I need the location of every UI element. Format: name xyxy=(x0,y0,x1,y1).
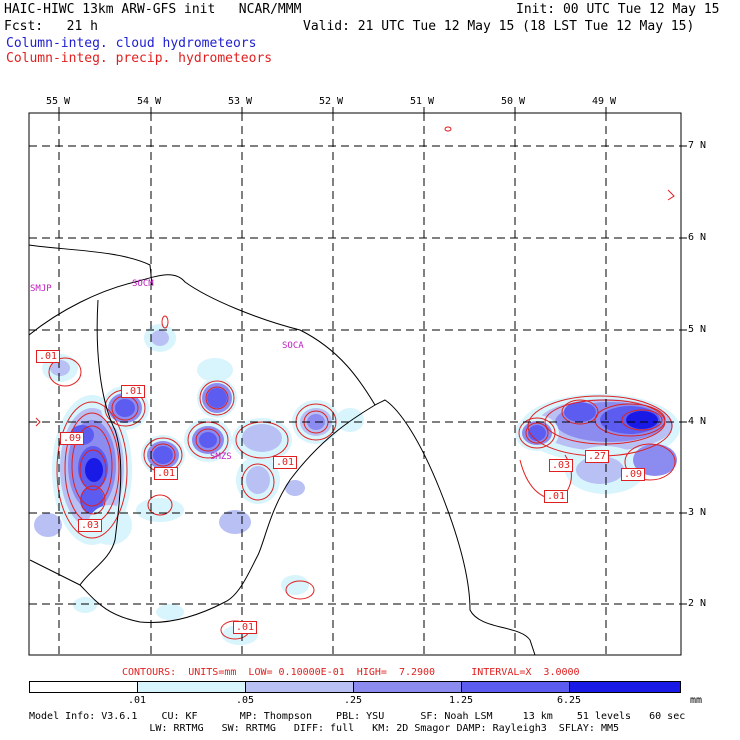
contour-label: .01 xyxy=(273,456,298,469)
colorbar-label: .01 xyxy=(128,695,147,706)
lon-label-52w: 52 W xyxy=(319,96,344,107)
lon-label-49w: 49 W xyxy=(592,96,617,107)
lat-label-2n: 2 N xyxy=(688,598,707,609)
contour-label: .09 xyxy=(621,468,646,481)
colorbar-bin-5 xyxy=(461,681,570,693)
contour-label: .03 xyxy=(78,519,103,532)
contour-label: .01 xyxy=(544,490,569,503)
precip-field-title: Column-integ. precip. hydrometeors xyxy=(6,51,273,66)
contour-label: .09 xyxy=(60,432,85,445)
colorbar-label: 1.25 xyxy=(449,695,474,706)
lat-label-4n: 4 N xyxy=(688,416,707,427)
lat-label-7n: 7 N xyxy=(688,140,707,151)
station-smzs: SMZS xyxy=(210,452,232,462)
lon-label-55w: 55 W xyxy=(46,96,71,107)
station-smjp: SMJP xyxy=(30,284,52,294)
model-info-line1: Model Info: V3.6.1 CU: KF MP: Thompson P… xyxy=(29,711,686,722)
header-forecast: Fcst: 21 h xyxy=(4,19,98,34)
colorbar-bin-6 xyxy=(569,681,681,693)
header-init: Init: 00 UTC Tue 12 May 15 xyxy=(516,2,720,17)
header-title: HAIC-HIWC 13km ARW-GFS init NCAR/MMM xyxy=(4,2,302,17)
lon-label-54w: 54 W xyxy=(137,96,162,107)
contour-label: .03 xyxy=(549,459,574,472)
colorbar-bin-4 xyxy=(353,681,462,693)
coastlines xyxy=(29,244,536,655)
cloud-field-title: Column-integ. cloud hydrometeors xyxy=(6,36,257,51)
model-info-line2: LW: RRTMG SW: RRTMG DIFF: full KM: 2D Sm… xyxy=(29,723,620,734)
lon-label-50w: 50 W xyxy=(501,96,526,107)
header-valid: Valid: 21 UTC Tue 12 May 15 (18 LST Tue … xyxy=(303,19,695,34)
lon-label-53w: 53 W xyxy=(228,96,253,107)
station-soca: SOCA xyxy=(282,341,304,351)
latlon-grid xyxy=(29,113,681,655)
colorbar-label: .05 xyxy=(236,695,255,706)
contour-label: .27 xyxy=(585,450,610,463)
colorbar-label: .25 xyxy=(344,695,363,706)
contours-info: CONTOURS: UNITS=mm LOW= 0.10000E-01 HIGH… xyxy=(122,667,580,678)
map-frame xyxy=(28,112,682,656)
colorbar-bin-3 xyxy=(245,681,354,693)
colorbar-bin-2 xyxy=(137,681,246,693)
lat-label-5n: 5 N xyxy=(688,324,707,335)
contour-label: .01 xyxy=(121,385,146,398)
lat-label-3n: 3 N xyxy=(688,507,707,518)
colorbar-bin-1 xyxy=(29,681,138,693)
contour-label: .01 xyxy=(36,350,61,363)
contour-label: .01 xyxy=(233,621,258,634)
lat-label-6n: 6 N xyxy=(688,232,707,243)
station-socm: SOCM xyxy=(132,279,154,289)
colorbar-units: mm xyxy=(690,695,703,706)
tick-marks xyxy=(58,107,687,605)
colorbar-label: 6.25 xyxy=(557,695,582,706)
lon-label-51w: 51 W xyxy=(410,96,435,107)
contour-label: .01 xyxy=(154,467,179,480)
